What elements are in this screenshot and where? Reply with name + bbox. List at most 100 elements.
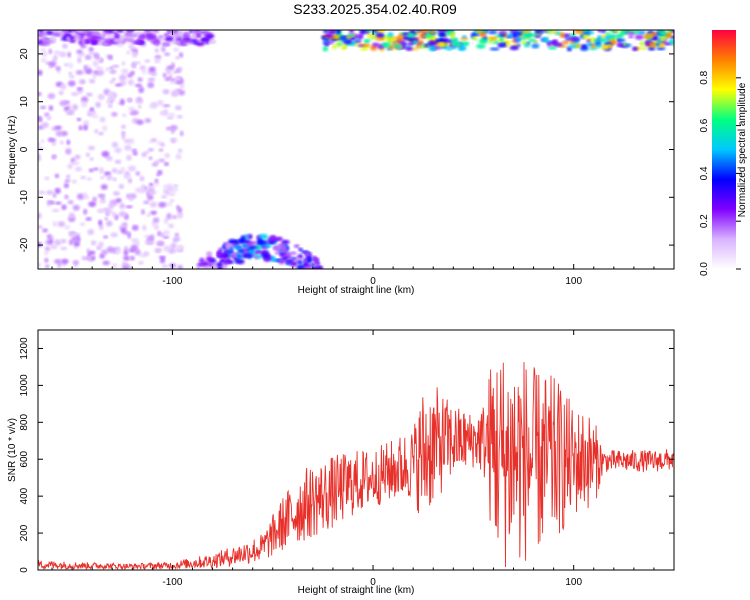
spectrogram-cell [309, 273, 314, 276]
spectrogram-cell [173, 186, 178, 192]
spectrogram-cell [144, 239, 152, 245]
spectrogram-cell [521, 30, 532, 33]
spectrogram-cell [200, 274, 206, 280]
spectrogram-cell [106, 246, 115, 253]
spectrogram-cell [279, 246, 288, 253]
spectrogram-cell [255, 244, 262, 251]
spectrogram-cell [278, 258, 286, 265]
spectrogram-cell [100, 184, 108, 190]
spectrogram-cell [38, 33, 44, 37]
spectrogram-cell [171, 89, 180, 96]
spectrogram-cell [183, 32, 189, 38]
spectrogram-cell [175, 153, 182, 160]
spectrogram-cell [40, 105, 47, 110]
spectrogram-cell [332, 44, 337, 50]
spectrogram-cell [313, 258, 319, 264]
spectrogram-cell [38, 225, 43, 229]
spectrogram-cell [137, 77, 143, 83]
spectrogram-cell [163, 188, 167, 195]
spectrogram-cell [376, 30, 386, 34]
spectrogram-cell [141, 209, 145, 215]
spectrogram-cell [71, 179, 77, 184]
spectrogram-cell [97, 93, 105, 101]
spectrogram-cell [44, 112, 50, 117]
spectrogram-cell [460, 37, 469, 41]
spectrogram-cell [93, 167, 99, 171]
spectrogram-cell [247, 233, 253, 240]
spectrogram-cell [90, 41, 97, 46]
spectrogram-cell [119, 98, 125, 106]
spectrogram-cell [169, 199, 175, 203]
spectrogram-cell [144, 59, 151, 63]
spectrogram-cell [108, 103, 113, 108]
spectrogram-cell [419, 33, 426, 39]
spectrogram-cell [44, 250, 49, 256]
spectrogram-cell [389, 37, 398, 42]
spectrogram-cell [146, 186, 155, 193]
spectrogram-cell [349, 30, 355, 34]
colorbar-tick-label: 0.4 [699, 166, 710, 180]
spectrogram-cell [162, 235, 170, 239]
spectrogram-cell [268, 235, 277, 242]
spectrogram-cell [223, 252, 229, 259]
spectrogram-cell [659, 37, 667, 42]
spectrogram-cell [59, 100, 67, 107]
spectrogram-cell [605, 32, 611, 36]
spectrogram-cell [526, 32, 531, 38]
spectrogram-cell [405, 46, 414, 51]
spectrogram-cell [42, 228, 48, 233]
spectrogram-cell [88, 51, 94, 55]
spectrogram-cell [65, 110, 74, 115]
spectrogram-cell [73, 242, 81, 247]
spectrogram-x-ticks: -100 0 100 [51, 30, 675, 287]
spectrogram-cell [178, 148, 183, 153]
spectrogram-cell [158, 201, 166, 208]
spectrogram-cell [163, 42, 169, 47]
spectrogram-cell [582, 34, 590, 40]
spectrogram-cell [514, 30, 523, 37]
spectrogram-cell [605, 35, 611, 41]
spectrogram-cell [203, 269, 210, 273]
spectrogram-cell [83, 192, 88, 198]
spectrogram-cell [161, 264, 169, 268]
spectrogram-cell [106, 174, 113, 181]
spectrogram-cell [51, 57, 57, 63]
spectrogram-cell [261, 253, 270, 258]
spectrogram-cell [167, 30, 172, 33]
spectrogram-cell [196, 280, 204, 285]
spectrogram-cell [143, 251, 150, 257]
spectrogram-cell [120, 81, 126, 86]
spectrogram-cell [316, 272, 322, 275]
spectrogram-cell [96, 69, 105, 76]
spectrogram-cell [44, 176, 50, 181]
spectrogram-cell [121, 68, 129, 75]
spectrogram-cell [438, 42, 446, 48]
spectrogram-cell [111, 77, 116, 82]
spectrogram-cell [210, 263, 217, 269]
spectrogram-cell [45, 190, 54, 195]
snr-series-line [38, 362, 674, 570]
spectrogram-cell [193, 275, 200, 279]
spectrogram-cell [667, 30, 673, 33]
spectrogram-cell [154, 160, 160, 165]
spectrogram-cell [154, 58, 161, 64]
spectrogram-cell [612, 30, 620, 33]
spectrogram-cell [439, 32, 448, 37]
spectrogram-cell [505, 41, 511, 47]
spectrogram-cell [464, 42, 470, 46]
spectrogram-cell [127, 73, 133, 78]
spectrogram-cell [130, 62, 137, 68]
spectrogram-cell [40, 139, 45, 143]
spectrogram-cell [77, 56, 82, 64]
spectrogram-cell [41, 122, 49, 129]
spectrogram-cell [234, 260, 241, 264]
spectrogram-cell [143, 235, 149, 239]
spectrogram-cell [123, 266, 129, 269]
spectrogram-cell [173, 76, 181, 82]
spectrogram-cell [55, 130, 63, 137]
spectrogram-cell [136, 119, 144, 125]
spectrogram-cell [515, 36, 522, 43]
spectrogram-cell [164, 36, 174, 42]
snr-x-tick-label: 100 [565, 577, 582, 588]
spectrogram-cell [430, 45, 436, 51]
